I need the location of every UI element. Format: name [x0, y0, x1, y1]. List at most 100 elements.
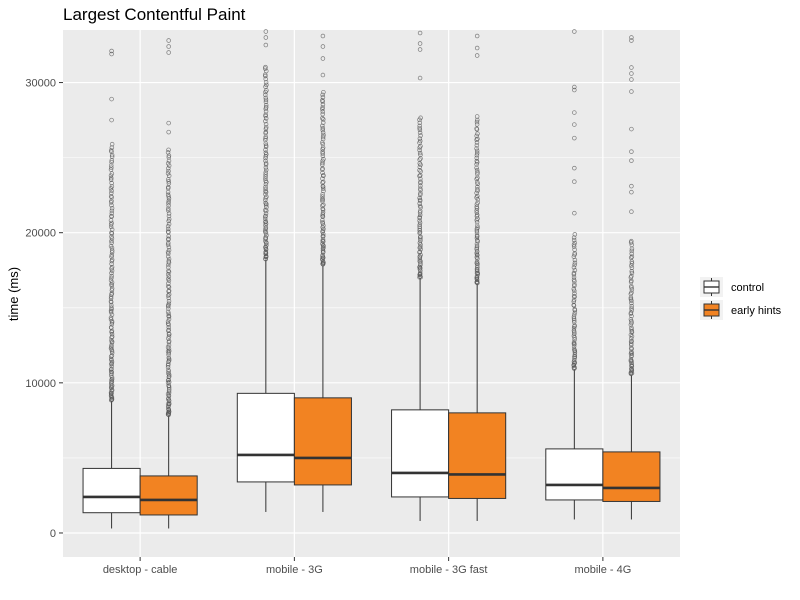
outlier-point	[417, 123, 422, 129]
outlier-point	[166, 240, 171, 246]
outlier-point	[571, 302, 577, 308]
outlier-point	[166, 50, 171, 55]
outlier-point	[629, 189, 634, 195]
outlier-point	[474, 133, 479, 139]
outlier-point	[109, 238, 114, 244]
outlier-point	[320, 56, 326, 61]
outlier-point	[571, 341, 577, 346]
outlier-point	[628, 339, 634, 344]
outlier-point	[572, 110, 577, 115]
outlier-point	[166, 153, 172, 158]
outlier-point	[629, 278, 634, 283]
outlier-point	[629, 325, 634, 331]
outlier-point	[263, 229, 268, 235]
outlier-point	[320, 123, 325, 129]
outlier-point	[571, 293, 577, 299]
outlier-point	[263, 147, 268, 153]
outlier-point	[165, 224, 171, 229]
outlier-point	[629, 303, 634, 309]
box-control	[236, 29, 295, 512]
outlier-point	[475, 184, 480, 190]
outlier-point	[629, 265, 635, 271]
outlier-point	[109, 321, 115, 327]
outlier-point	[320, 134, 326, 140]
outlier-point	[264, 243, 269, 248]
outlier-point	[108, 148, 114, 153]
outlier-point	[629, 290, 634, 295]
outlier-point	[166, 281, 171, 286]
box-early-hints	[448, 33, 507, 521]
outlier-point	[166, 236, 171, 241]
outlier-point	[629, 306, 634, 311]
outlier-point	[474, 150, 480, 156]
outlier-point	[572, 262, 577, 268]
outlier-point	[474, 114, 480, 119]
outlier-point	[320, 102, 326, 107]
outlier-point	[166, 409, 172, 415]
outlier-point	[629, 261, 635, 266]
outlier-point	[166, 256, 172, 262]
outlier-point	[166, 274, 172, 279]
x-tick-label: mobile - 4G	[574, 564, 631, 576]
outlier-point	[572, 331, 577, 336]
outlier-point	[263, 129, 269, 135]
outlier-point	[474, 204, 479, 210]
outlier-point	[263, 174, 268, 179]
outlier-point	[571, 274, 577, 280]
outlier-point	[166, 44, 171, 49]
outlier-point	[418, 186, 423, 191]
outlier-point	[321, 117, 326, 122]
outlier-point	[417, 220, 423, 226]
outlier-point	[320, 109, 326, 114]
outlier-point	[109, 248, 115, 253]
outlier-point	[629, 327, 634, 332]
outlier-point	[263, 102, 269, 108]
outlier-point	[571, 299, 577, 304]
outlier-point	[109, 288, 115, 293]
outlier-point	[417, 75, 423, 81]
outlier-point	[263, 35, 269, 40]
outlier-point	[166, 194, 171, 199]
outlier-point	[475, 193, 480, 199]
outlier-point	[572, 291, 577, 296]
outlier-point	[263, 167, 269, 173]
box-early-hints	[293, 33, 352, 512]
outlier-point	[417, 147, 422, 153]
outlier-point	[109, 190, 114, 196]
outlier-point	[263, 189, 269, 195]
outlier-point	[572, 260, 578, 266]
y-tick-label: 20000	[25, 228, 56, 240]
outlier-point	[571, 312, 577, 318]
outlier-point	[165, 242, 171, 248]
outlier-point	[165, 319, 171, 324]
outlier-point	[629, 38, 634, 43]
outlier-point	[166, 301, 172, 306]
outlier-point	[165, 192, 171, 198]
legend: control early hints	[700, 277, 782, 320]
outlier-point	[108, 177, 114, 183]
outlier-point	[320, 196, 325, 202]
outlier-point	[263, 249, 268, 255]
outlier-point	[109, 211, 115, 216]
axes-layer: 0 10000 20000 30000 desktop - cable mobile - …	[25, 78, 631, 576]
outlier-point	[263, 150, 269, 155]
outlier-point	[166, 221, 172, 227]
outlier-point	[108, 194, 114, 199]
outlier-point	[417, 210, 423, 215]
outlier-point	[629, 366, 634, 372]
outlier-point	[572, 29, 577, 34]
outlier-point	[572, 282, 577, 287]
outlier-point	[628, 310, 634, 315]
outlier-point	[108, 200, 114, 205]
outlier-point	[166, 306, 171, 311]
outlier-point	[629, 158, 634, 163]
outlier-point	[166, 367, 171, 373]
outlier-point	[417, 120, 423, 125]
outlier-point	[474, 275, 480, 280]
outlier-point	[572, 165, 577, 171]
outlier-point	[109, 257, 115, 262]
outlier-point	[572, 288, 577, 294]
outlier-point	[629, 77, 634, 82]
outlier-point	[264, 204, 269, 210]
outlier-point	[166, 120, 171, 126]
